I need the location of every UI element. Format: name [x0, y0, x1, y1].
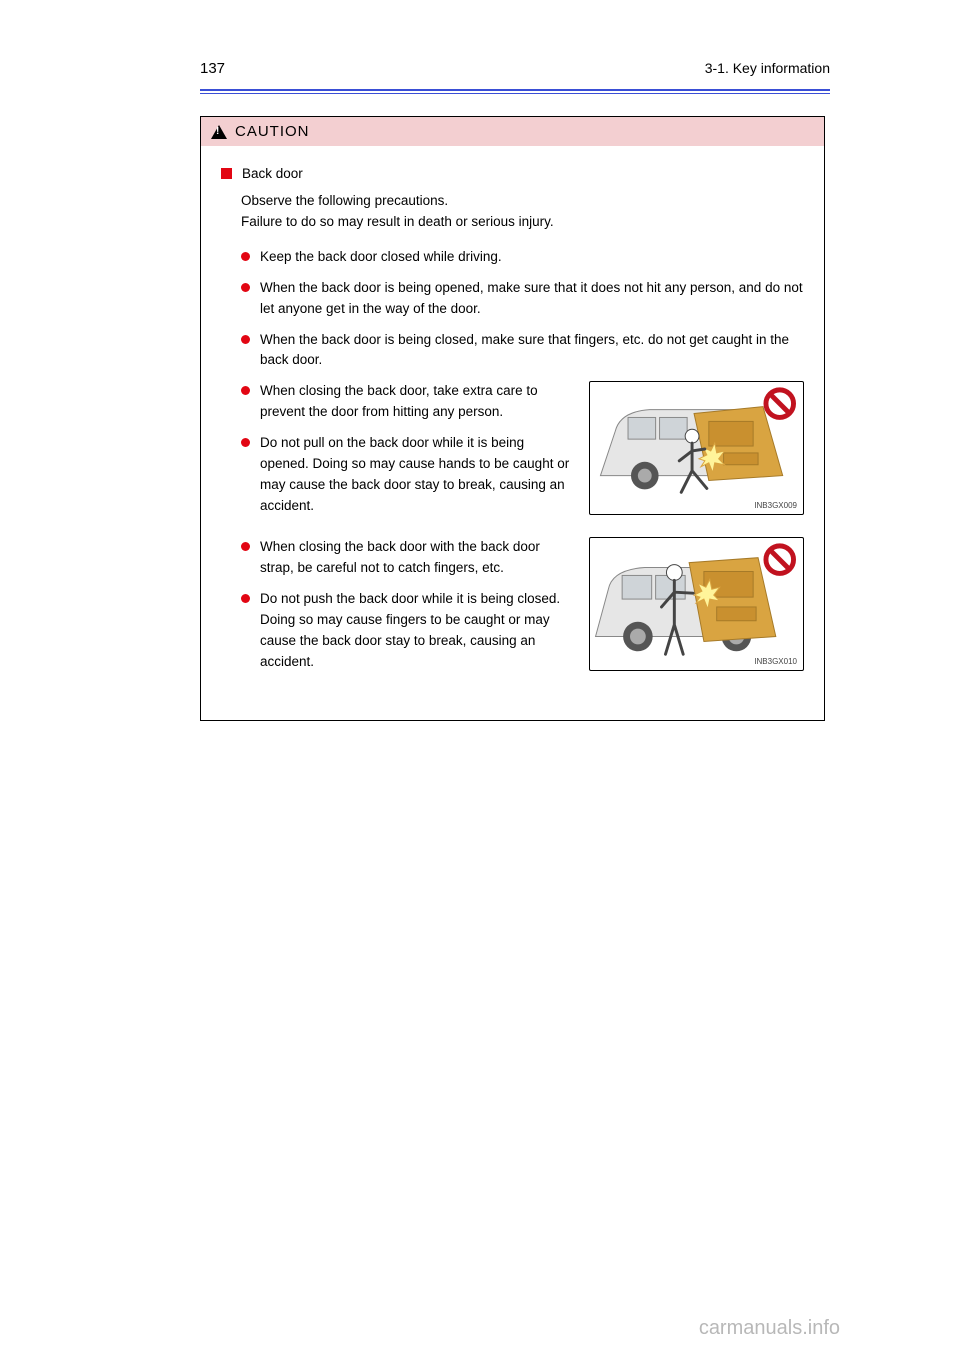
bullet-item: Do not pull on the back door while it is… — [241, 433, 571, 517]
caution-label: CAUTION — [235, 123, 310, 140]
illustrated-group: When closing the back door with the back… — [221, 537, 804, 683]
watermark: carmanuals.info — [699, 1317, 840, 1340]
subsection-title: Back door — [242, 164, 303, 185]
red-dot-icon — [241, 438, 250, 447]
bullet-text: When the back door is being opened, make… — [260, 278, 804, 320]
page-number: 137 — [200, 60, 225, 77]
caution-box: CAUTION Back door Observe the following … — [200, 116, 825, 721]
red-dot-icon — [241, 594, 250, 603]
illustration-label: INB3GX010 — [752, 656, 799, 668]
caution-body: Back door Observe the following precauti… — [201, 146, 824, 720]
subsection-header: Back door — [221, 164, 804, 185]
red-dot-icon — [241, 283, 250, 292]
bullet-item: Do not push the back door while it is be… — [241, 589, 571, 673]
header-rule-thick — [200, 89, 830, 91]
bullet-item: Keep the back door closed while driving. — [221, 247, 804, 268]
illustrated-group: When closing the back door, take extra c… — [221, 381, 804, 527]
warning-triangle-icon — [211, 125, 227, 139]
red-dot-icon — [241, 335, 250, 344]
bullet-text: When the back door is being closed, make… — [260, 330, 804, 372]
caution-header: CAUTION — [201, 117, 824, 146]
subsection-intro: Observe the following precautions. Failu… — [221, 191, 804, 233]
bullet-text: Do not pull on the back door while it is… — [260, 433, 571, 517]
bullet-text: When closing the back door with the back… — [260, 537, 571, 579]
bullet-text: Keep the back door closed while driving. — [260, 247, 804, 268]
bullet-text: Do not push the back door while it is be… — [260, 589, 571, 673]
bullet-item: When the back door is being opened, make… — [221, 278, 804, 320]
header-rule-thin — [200, 93, 830, 94]
illustrated-text-column: When closing the back door, take extra c… — [241, 381, 571, 527]
page-header: 137 3-1. Key information — [0, 0, 960, 94]
section-label: 3-1. Key information — [705, 60, 830, 76]
illustration-closing-door: INB3GX009 — [589, 381, 804, 515]
illustration-pushing-door: INB3GX010 — [589, 537, 804, 671]
bullet-item: When the back door is being closed, make… — [221, 330, 804, 372]
illustration-label: INB3GX009 — [752, 500, 799, 512]
red-square-bullet-icon — [221, 168, 232, 179]
manual-page: 137 3-1. Key information CAUTION Back do… — [0, 0, 960, 1358]
red-dot-icon — [241, 386, 250, 395]
illustrated-text-column: When closing the back door with the back… — [241, 537, 571, 683]
red-dot-icon — [241, 542, 250, 551]
bullet-item: When closing the back door with the back… — [241, 537, 571, 579]
red-dot-icon — [241, 252, 250, 261]
bullet-text: When closing the back door, take extra c… — [260, 381, 571, 423]
bullet-item: When closing the back door, take extra c… — [241, 381, 571, 423]
